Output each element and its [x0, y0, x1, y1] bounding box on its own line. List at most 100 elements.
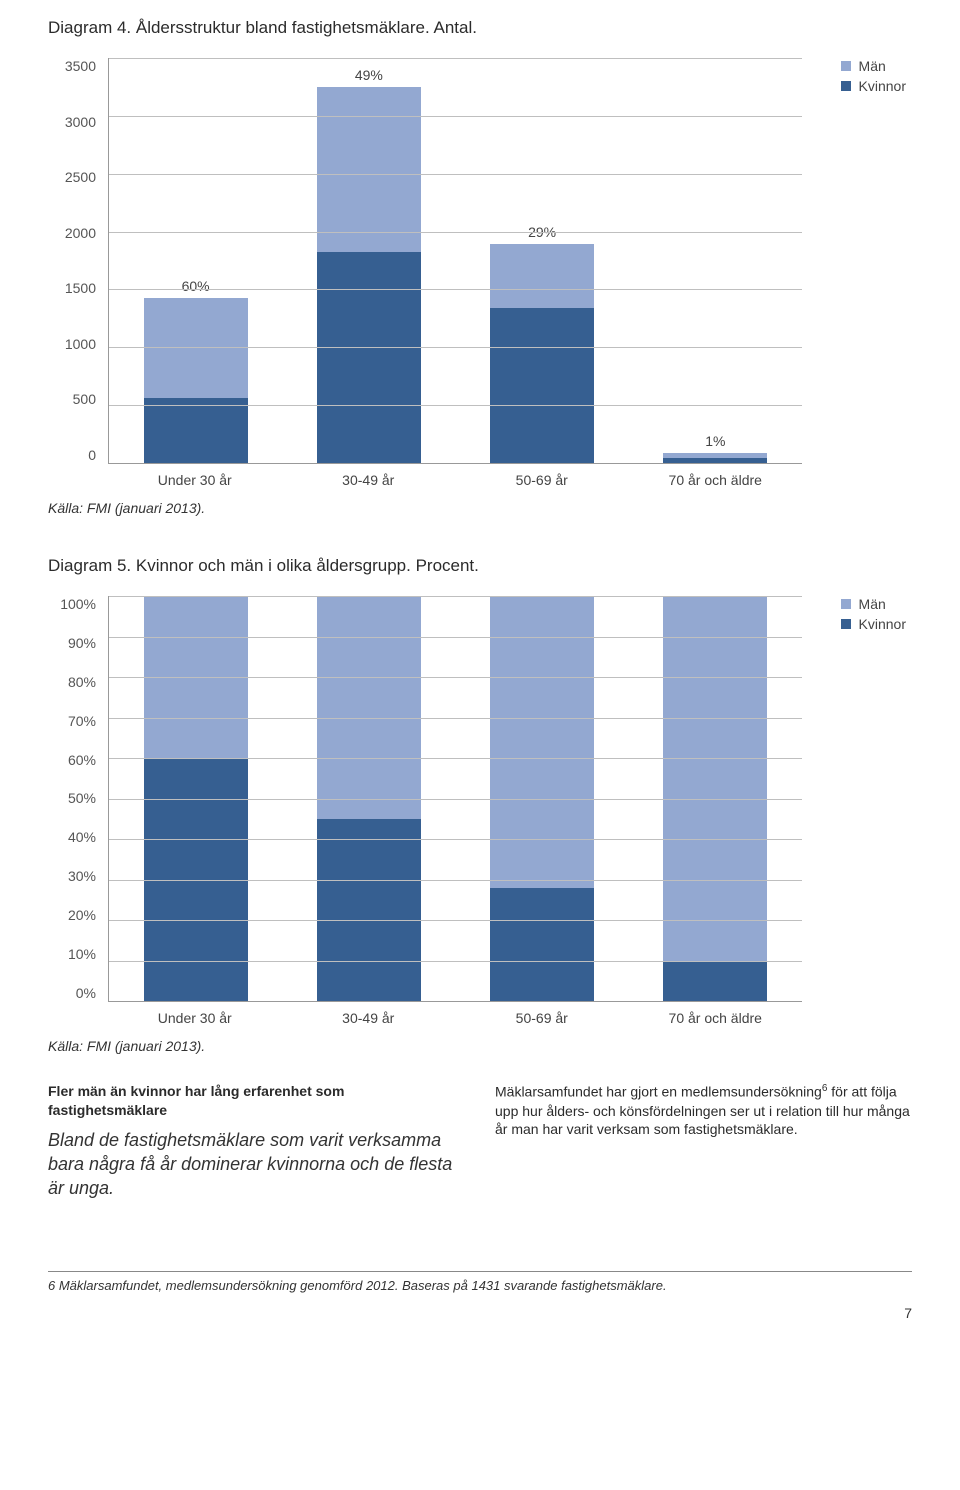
left-column: Fler män än kvinnor har lång erfarenhet … [48, 1082, 465, 1201]
gridline [109, 232, 802, 233]
xtick-label: 30-49 år [282, 472, 456, 488]
ytick-label: 3000 [65, 114, 96, 130]
xtick-label: 70 år och äldre [629, 472, 803, 488]
xtick-label: Under 30 år [108, 472, 282, 488]
legend-item-men: Män [841, 596, 906, 612]
legend-label-women: Kvinnor [859, 616, 906, 632]
xtick-label: 50-69 år [455, 472, 629, 488]
ytick-label: 100% [60, 596, 96, 612]
ytick-label: 40% [68, 829, 96, 845]
ytick-label: 50% [68, 790, 96, 806]
body-columns: Fler män än kvinnor har lång erfarenhet … [48, 1082, 912, 1201]
ytick-label: 500 [73, 391, 96, 407]
chart2-x-axis: Under 30 år30-49 år50-69 år70 år och äld… [108, 1010, 802, 1026]
right-column: Mäklarsamfundet har gjort en medlemsunde… [495, 1082, 912, 1201]
gridline [109, 677, 802, 678]
bar-segment-men: 1% [663, 453, 767, 458]
bar-stack: 60% [144, 58, 248, 463]
chart2: 100% 90% 80% 70% 60% 50% 40% 30% 20% 10% 0% Män Kv… [48, 596, 912, 1026]
footnote-text: 6 Mäklarsamfundet, medlemsundersökning g… [48, 1278, 912, 1293]
gridline [109, 405, 802, 406]
legend-label-men: Män [859, 58, 886, 74]
ytick-label: 3500 [65, 58, 96, 74]
bar-segment-women [144, 398, 248, 463]
chart1-y-axis: 3500 3000 2500 2000 1500 1000 500 0 [48, 58, 108, 463]
xtick-label: Under 30 år [108, 1010, 282, 1026]
chart1-plot: 60% 49% 29% 1% [108, 58, 802, 464]
xtick-label: 70 år och äldre [629, 1010, 803, 1026]
ytick-label: 0% [76, 985, 96, 1001]
gridline [109, 880, 802, 881]
bar-pct-label: 60% [144, 278, 248, 294]
gridline [109, 718, 802, 719]
bar-segment-women [490, 308, 594, 463]
chart1-legend: Män Kvinnor [841, 58, 906, 98]
ytick-label: 30% [68, 868, 96, 884]
gridline [109, 637, 802, 638]
chart1-source: Källa: FMI (januari 2013). [48, 500, 912, 516]
chart2-y-axis: 100% 90% 80% 70% 60% 50% 40% 30% 20% 10% 0% [48, 596, 108, 1001]
chart2-legend: Män Kvinnor [841, 596, 906, 636]
ytick-label: 2500 [65, 169, 96, 185]
legend-item-women: Kvinnor [841, 616, 906, 632]
bar-segment-men: 49% [317, 87, 421, 252]
bar-pct-label: 1% [663, 433, 767, 449]
bar-slot: 29% [456, 58, 629, 463]
bar-pct-label: 49% [317, 67, 421, 83]
gridline [109, 961, 802, 962]
ytick-label: 1000 [65, 336, 96, 352]
bar-stack: 49% [317, 58, 421, 463]
xtick-label: 50-69 år [455, 1010, 629, 1026]
bar-slot: 1% [629, 58, 802, 463]
ytick-label: 0 [88, 447, 96, 463]
xtick-label: 30-49 år [282, 1010, 456, 1026]
legend-swatch-women [841, 619, 851, 629]
bar-segment-women [663, 961, 767, 1002]
gridline [109, 174, 802, 175]
gridline [109, 758, 802, 759]
page-number: 7 [48, 1305, 912, 1321]
gridline [109, 920, 802, 921]
legend-item-women: Kvinnor [841, 78, 906, 94]
legend-label-women: Kvinnor [859, 78, 906, 94]
ytick-label: 90% [68, 635, 96, 651]
ytick-label: 70% [68, 713, 96, 729]
bar-stack: 1% [663, 58, 767, 463]
chart2-title: Diagram 5. Kvinnor och män i olika ålder… [48, 556, 912, 576]
bar-stack: 29% [490, 58, 594, 463]
legend-swatch-men [841, 61, 851, 71]
bar-segment-women [663, 458, 767, 463]
chart1-x-axis: Under 30 år30-49 år50-69 år70 år och äld… [108, 472, 802, 488]
bar-segment-men [490, 596, 594, 888]
gridline [109, 289, 802, 290]
gridline [109, 58, 802, 59]
ytick-label: 60% [68, 752, 96, 768]
ytick-label: 80% [68, 674, 96, 690]
gridline [109, 116, 802, 117]
gridline [109, 347, 802, 348]
legend-item-men: Män [841, 58, 906, 74]
bar-segment-men [663, 596, 767, 961]
chart1-bars: 60% 49% 29% 1% [109, 58, 802, 463]
right-paragraph-part1: Mäklarsamfundet har gjort en medlemsunde… [495, 1084, 822, 1100]
chart1-title: Diagram 4. Åldersstruktur bland fastighe… [48, 18, 912, 38]
ytick-label: 1500 [65, 280, 96, 296]
ytick-label: 20% [68, 907, 96, 923]
ytick-label: 10% [68, 946, 96, 962]
gridline [109, 596, 802, 597]
ytick-label: 2000 [65, 225, 96, 241]
bar-segment-men [317, 596, 421, 819]
legend-swatch-women [841, 81, 851, 91]
chart1: 3500 3000 2500 2000 1500 1000 500 0 60% 49% 29% 1%… [48, 58, 912, 488]
legend-label-men: Män [859, 596, 886, 612]
bar-segment-women [317, 252, 421, 463]
chart2-plot [108, 596, 802, 1002]
bar-segment-women [317, 819, 421, 1001]
bar-slot: 49% [282, 58, 455, 463]
gridline [109, 839, 802, 840]
gridline [109, 799, 802, 800]
lead-paragraph: Bland de fastighetsmäklare som varit ver… [48, 1128, 465, 1201]
sub-heading: Fler män än kvinnor har lång erfarenhet … [48, 1082, 465, 1120]
legend-swatch-men [841, 599, 851, 609]
chart2-source: Källa: FMI (januari 2013). [48, 1038, 912, 1054]
